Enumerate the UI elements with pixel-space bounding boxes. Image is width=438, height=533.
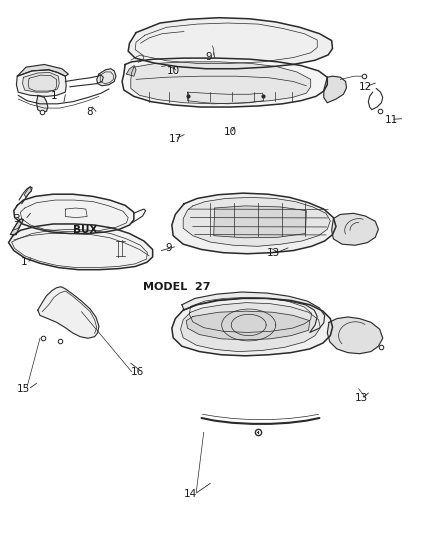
Text: 13: 13: [267, 248, 280, 258]
Polygon shape: [183, 197, 330, 246]
Polygon shape: [127, 66, 136, 76]
Polygon shape: [131, 62, 311, 104]
Text: 11: 11: [385, 115, 398, 125]
Text: 10: 10: [223, 127, 237, 137]
Text: 8: 8: [86, 107, 92, 117]
Polygon shape: [172, 193, 336, 254]
Polygon shape: [332, 213, 378, 245]
Text: 12: 12: [359, 82, 372, 92]
Text: 17: 17: [169, 134, 182, 144]
Text: 16: 16: [131, 367, 144, 377]
Polygon shape: [38, 287, 99, 338]
Polygon shape: [180, 303, 320, 352]
Text: 14: 14: [184, 489, 198, 499]
Text: 3: 3: [13, 214, 20, 224]
Text: BUX: BUX: [73, 225, 97, 236]
Polygon shape: [122, 58, 327, 107]
Text: 1: 1: [51, 91, 57, 101]
Polygon shape: [324, 76, 346, 103]
Text: 15: 15: [17, 384, 31, 394]
Text: MODEL  27: MODEL 27: [143, 282, 210, 292]
Polygon shape: [327, 317, 383, 354]
Polygon shape: [17, 64, 68, 76]
Text: 9: 9: [205, 52, 212, 61]
Text: 1: 1: [20, 257, 27, 267]
Polygon shape: [97, 69, 116, 86]
Polygon shape: [22, 72, 59, 92]
Polygon shape: [214, 206, 306, 238]
Polygon shape: [186, 311, 310, 340]
Polygon shape: [9, 224, 152, 270]
Polygon shape: [36, 95, 48, 112]
Polygon shape: [172, 298, 332, 356]
Polygon shape: [16, 70, 66, 96]
Polygon shape: [24, 187, 31, 197]
Polygon shape: [182, 292, 325, 333]
Text: 10: 10: [166, 66, 180, 76]
Text: 13: 13: [354, 393, 367, 403]
Text: 9: 9: [166, 243, 173, 253]
Polygon shape: [14, 194, 134, 233]
Polygon shape: [11, 219, 23, 235]
Polygon shape: [128, 18, 332, 69]
